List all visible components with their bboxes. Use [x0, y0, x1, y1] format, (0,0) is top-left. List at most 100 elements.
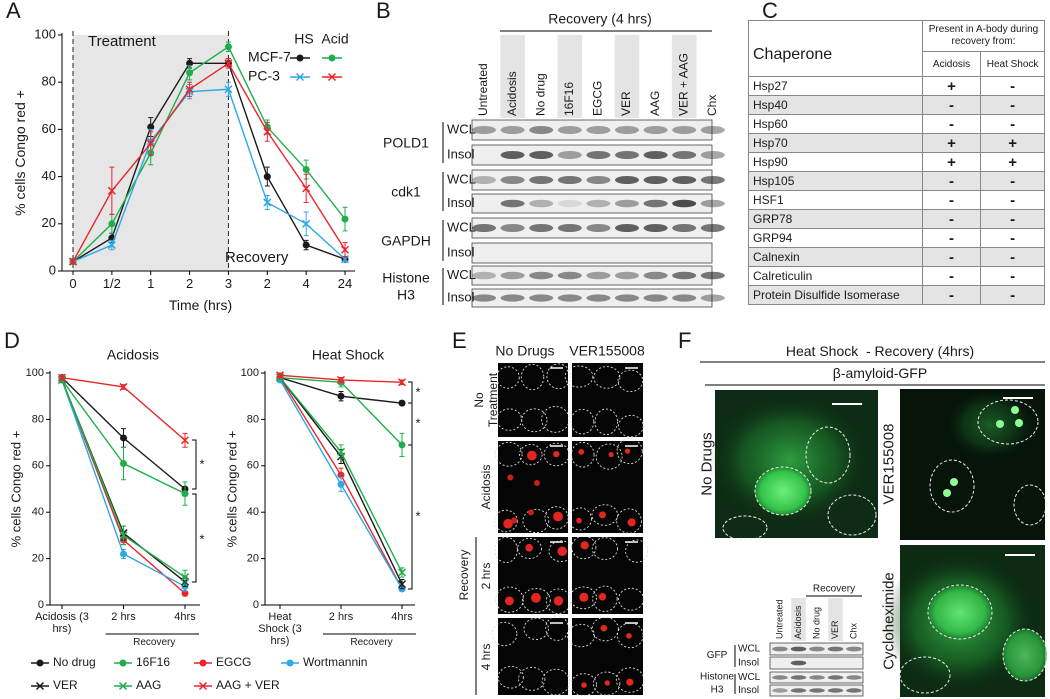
- fraction-label: WCL: [447, 171, 476, 186]
- lane-label: Chx: [705, 95, 719, 116]
- cell-outline: [899, 656, 951, 694]
- blot-band: [790, 646, 807, 652]
- cell-outline: [594, 408, 619, 436]
- y-tick-label: 20: [32, 553, 44, 565]
- cell-outline: [618, 414, 644, 438]
- blot-band: [529, 126, 554, 134]
- gfp-signal: [710, 395, 870, 525]
- blot-band: [586, 224, 611, 232]
- data-point: [107, 241, 116, 250]
- y-tick-label: 20: [247, 553, 259, 565]
- blot-band: [586, 126, 611, 134]
- blot-band: [529, 199, 554, 208]
- presence-cell: -: [980, 285, 1045, 305]
- blot-band: [846, 675, 862, 680]
- data-point: [302, 184, 311, 193]
- cell-outline: [625, 539, 649, 563]
- blot-band: [500, 294, 525, 302]
- cell-outline: [569, 586, 597, 610]
- legend-label: No drug: [53, 655, 96, 669]
- chaperone-table-wrap: Chaperone Present in A-body during recove…: [748, 20, 1046, 305]
- series-line: [72, 88, 346, 263]
- lane-label: Acidosis: [505, 71, 519, 116]
- lane-label: Untreated: [774, 599, 784, 639]
- blot-band: [557, 151, 582, 159]
- blot-band: [529, 224, 554, 232]
- sig-star: *: [199, 531, 204, 546]
- chaperone-name: HSF1: [748, 190, 923, 210]
- legend-label: PC-3: [248, 68, 280, 84]
- presence-cell: -: [921, 95, 982, 115]
- panel-letter: A: [6, 0, 21, 23]
- sig-bracket: [192, 439, 197, 490]
- protein-label: GAPDH: [381, 231, 431, 248]
- sig-bracket: [192, 493, 197, 583]
- blot-band: [557, 176, 582, 184]
- blot-band: [643, 151, 668, 159]
- micrograph: [498, 618, 568, 695]
- series-line: [72, 62, 346, 263]
- cell-outline: [827, 494, 877, 536]
- data-point: [337, 471, 345, 479]
- data-point: [107, 186, 116, 195]
- cell-outline: [591, 537, 618, 560]
- presence-cell: -: [980, 95, 1045, 115]
- cell-outline: [545, 588, 572, 614]
- presence-cell: -: [980, 114, 1045, 134]
- cell-outline: [977, 399, 1039, 445]
- legend-marker: [327, 72, 337, 82]
- blot-band: [529, 176, 554, 184]
- x-group-label: Recovery: [133, 637, 176, 648]
- blot-band: [700, 271, 725, 280]
- chaperone-name: Hsp90: [748, 152, 923, 172]
- cell-outline: [567, 623, 595, 648]
- blot-band: [827, 646, 844, 652]
- data-point: [340, 245, 350, 254]
- protein-label: GFP: [706, 649, 728, 661]
- chaperone-table: Chaperone Present in A-body during recove…: [748, 20, 1046, 305]
- y-tick-label: 100: [241, 367, 259, 379]
- row-label: 2 hrs: [479, 562, 494, 589]
- presence-cell: -: [921, 209, 982, 229]
- cell-outline: [593, 366, 621, 389]
- blot-band: [672, 224, 697, 232]
- chaperone-name: Hsp27: [748, 76, 923, 96]
- lane-label: VER + AAG: [676, 53, 690, 116]
- x-tick-label: 2 hrs: [111, 611, 136, 623]
- lane-label: EGCG: [591, 81, 605, 116]
- data-point: [146, 139, 155, 148]
- data-point: [181, 490, 189, 498]
- cell-outline: [616, 438, 643, 465]
- column-header: VER155008: [569, 343, 645, 359]
- cell-outline: [517, 537, 542, 560]
- cell-outline: [541, 668, 570, 696]
- data-point: [180, 436, 190, 445]
- data-point: [398, 399, 406, 407]
- x-tick-label: 4hrs: [174, 611, 196, 623]
- y-tick-label: 0: [253, 599, 259, 611]
- gfp-signal: [755, 467, 811, 515]
- data-point: [263, 173, 271, 181]
- cell-outline: [570, 441, 595, 468]
- protein-label: cdk1: [391, 182, 421, 199]
- blot-band: [471, 271, 497, 280]
- blot-band: [500, 151, 525, 159]
- blot-band: [809, 646, 825, 652]
- legend-header: HS: [294, 31, 313, 47]
- blot-band: [846, 646, 862, 652]
- x-group-label: Recovery: [350, 637, 393, 648]
- legend-marker: [118, 681, 128, 691]
- fraction-label: Insol: [447, 289, 475, 304]
- presence-cell: -: [980, 209, 1045, 229]
- legend-marker: [286, 659, 294, 667]
- presence-cell: +: [921, 76, 982, 96]
- presence-cell: +: [980, 152, 1045, 172]
- cell-outline: [496, 408, 523, 431]
- series-line: [61, 379, 186, 594]
- data-point: [302, 166, 310, 174]
- blot-band: [586, 294, 611, 302]
- cell-outline: [518, 666, 546, 691]
- aggregate: [526, 450, 537, 461]
- presence-cell: -: [980, 76, 1045, 96]
- cell-outline: [615, 667, 645, 693]
